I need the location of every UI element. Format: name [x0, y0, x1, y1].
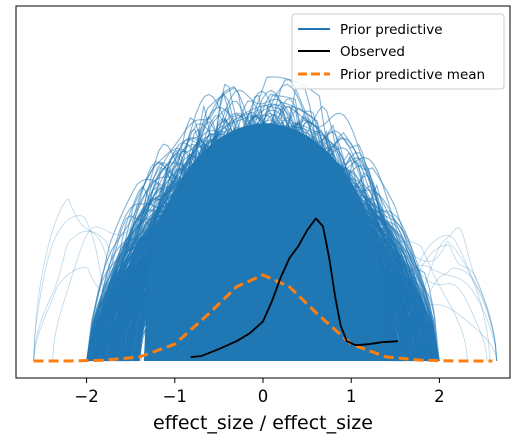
x-tick-label: −1 — [163, 387, 187, 406]
x-axis-tick-labels: −2 −1 0 1 2 — [74, 387, 444, 406]
prior-predictive-line — [33, 215, 112, 362]
legend-box — [291, 13, 505, 90]
legend-label-prior-predictive-mean: Prior predictive mean — [340, 67, 485, 83]
x-axis-ticks — [86, 378, 440, 383]
x-tick-label: 0 — [258, 387, 269, 406]
legend-label-observed: Observed — [340, 44, 405, 60]
x-tick-label: 2 — [434, 387, 445, 406]
prior-predictive-lines — [33, 76, 498, 362]
observed-line — [190, 217, 399, 358]
legend-label-prior-predictive: Prior predictive — [340, 22, 443, 38]
prior-predictive-core — [143, 123, 387, 362]
x-axis-label: effect_size / effect_size — [153, 412, 373, 434]
prior-predictive-line — [33, 198, 122, 362]
legend: Prior predictive Observed Prior predicti… — [291, 13, 505, 90]
x-tick-label: −2 — [74, 387, 98, 406]
prior-predictive-mean-line — [33, 273, 493, 363]
series-lines — [33, 217, 493, 363]
x-tick-label: 1 — [346, 387, 357, 406]
